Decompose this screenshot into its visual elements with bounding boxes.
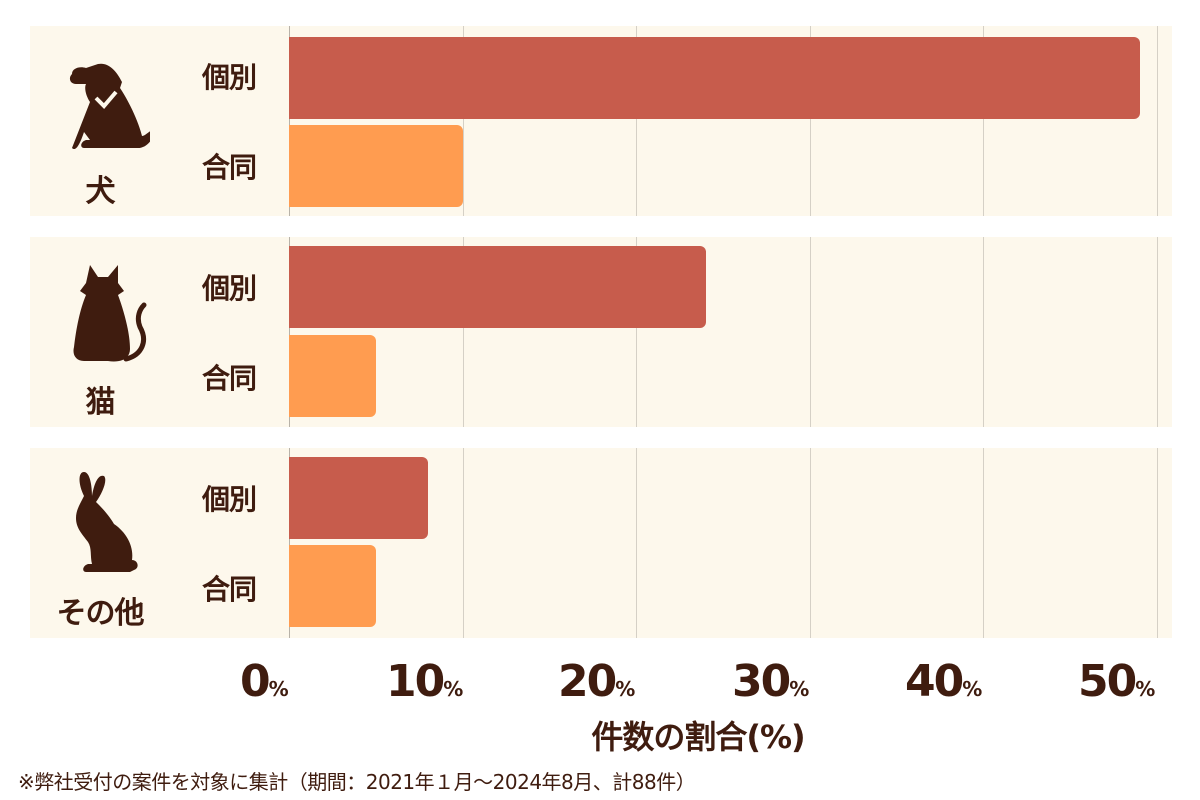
- grid-line-30: [810, 448, 811, 638]
- tick-unit: %: [268, 677, 289, 701]
- row-label-individual: 個別: [202, 483, 257, 516]
- tick-value: 20: [558, 656, 617, 707]
- tick-value: 10: [386, 656, 445, 707]
- row-label-joint: 合同: [202, 362, 257, 395]
- group-dog: 犬 個別 合同: [30, 26, 1172, 216]
- grid-line-10: [463, 448, 464, 638]
- grid-line-20: [636, 237, 637, 427]
- rabbit-icon: [76, 472, 138, 572]
- axis-zero-line: [289, 448, 290, 638]
- grid-line-50: [1157, 26, 1158, 216]
- tick-unit: %: [962, 677, 983, 701]
- group-cat: 猫 個別 合同: [30, 237, 1172, 427]
- grid-line-50: [1157, 237, 1158, 427]
- animal-name: 猫: [85, 385, 116, 420]
- animal-name: その他: [56, 596, 145, 631]
- animal-dog: 犬: [30, 26, 170, 216]
- bar-cat-joint: [289, 335, 376, 417]
- animal-other: その他: [30, 448, 170, 638]
- tick-value: 40: [905, 656, 964, 707]
- row-label-individual: 個別: [202, 61, 257, 94]
- grid-line-10: [463, 237, 464, 427]
- grid-line-50: [1157, 448, 1158, 638]
- grid-line-40: [983, 448, 984, 638]
- footnote: ※弊社受付の案件を対象に集計（期間：2021年１月〜2024年8月、計88件）: [18, 770, 696, 794]
- tick-unit: %: [615, 677, 636, 701]
- grid-line-30: [810, 26, 811, 216]
- tick-unit: %: [789, 677, 810, 701]
- grid-line-30: [810, 237, 811, 427]
- cat-icon: [73, 265, 147, 362]
- tick-unit: %: [443, 677, 464, 701]
- x-tick-40: 40%: [905, 656, 982, 707]
- row-label-joint: 合同: [202, 151, 257, 184]
- x-tick-20: 20%: [558, 656, 635, 707]
- row-label-joint: 合同: [202, 573, 257, 606]
- dog-icon: [69, 63, 150, 149]
- bar-other-individual: [289, 457, 428, 539]
- grid-line-20: [636, 448, 637, 638]
- axis-zero-line: [289, 26, 290, 216]
- grid-line-40: [983, 237, 984, 427]
- bar-dog-joint: [289, 125, 463, 207]
- bar-other-joint: [289, 545, 376, 627]
- bar-dog-individual: [289, 37, 1140, 119]
- group-other: その他 個別 合同: [30, 448, 1172, 638]
- tick-value: 0: [240, 656, 271, 707]
- x-axis-label: 件数の割合(%): [591, 718, 805, 756]
- x-tick-30: 30%: [732, 656, 809, 707]
- row-label-individual: 個別: [202, 272, 257, 305]
- x-tick-0: 0%: [240, 656, 289, 707]
- grid-line-40: [983, 26, 984, 216]
- tick-value: 30: [732, 656, 791, 707]
- tick-value: 50: [1078, 656, 1137, 707]
- grid-line-20: [636, 26, 637, 216]
- x-tick-10: 10%: [386, 656, 463, 707]
- axis-zero-line: [289, 237, 290, 427]
- animal-name: 犬: [85, 174, 116, 209]
- tick-unit: %: [1135, 677, 1156, 701]
- grid-line-10: [463, 26, 464, 216]
- x-tick-50: 50%: [1078, 656, 1155, 707]
- animal-cat: 猫: [30, 237, 170, 427]
- bar-cat-individual: [289, 246, 706, 328]
